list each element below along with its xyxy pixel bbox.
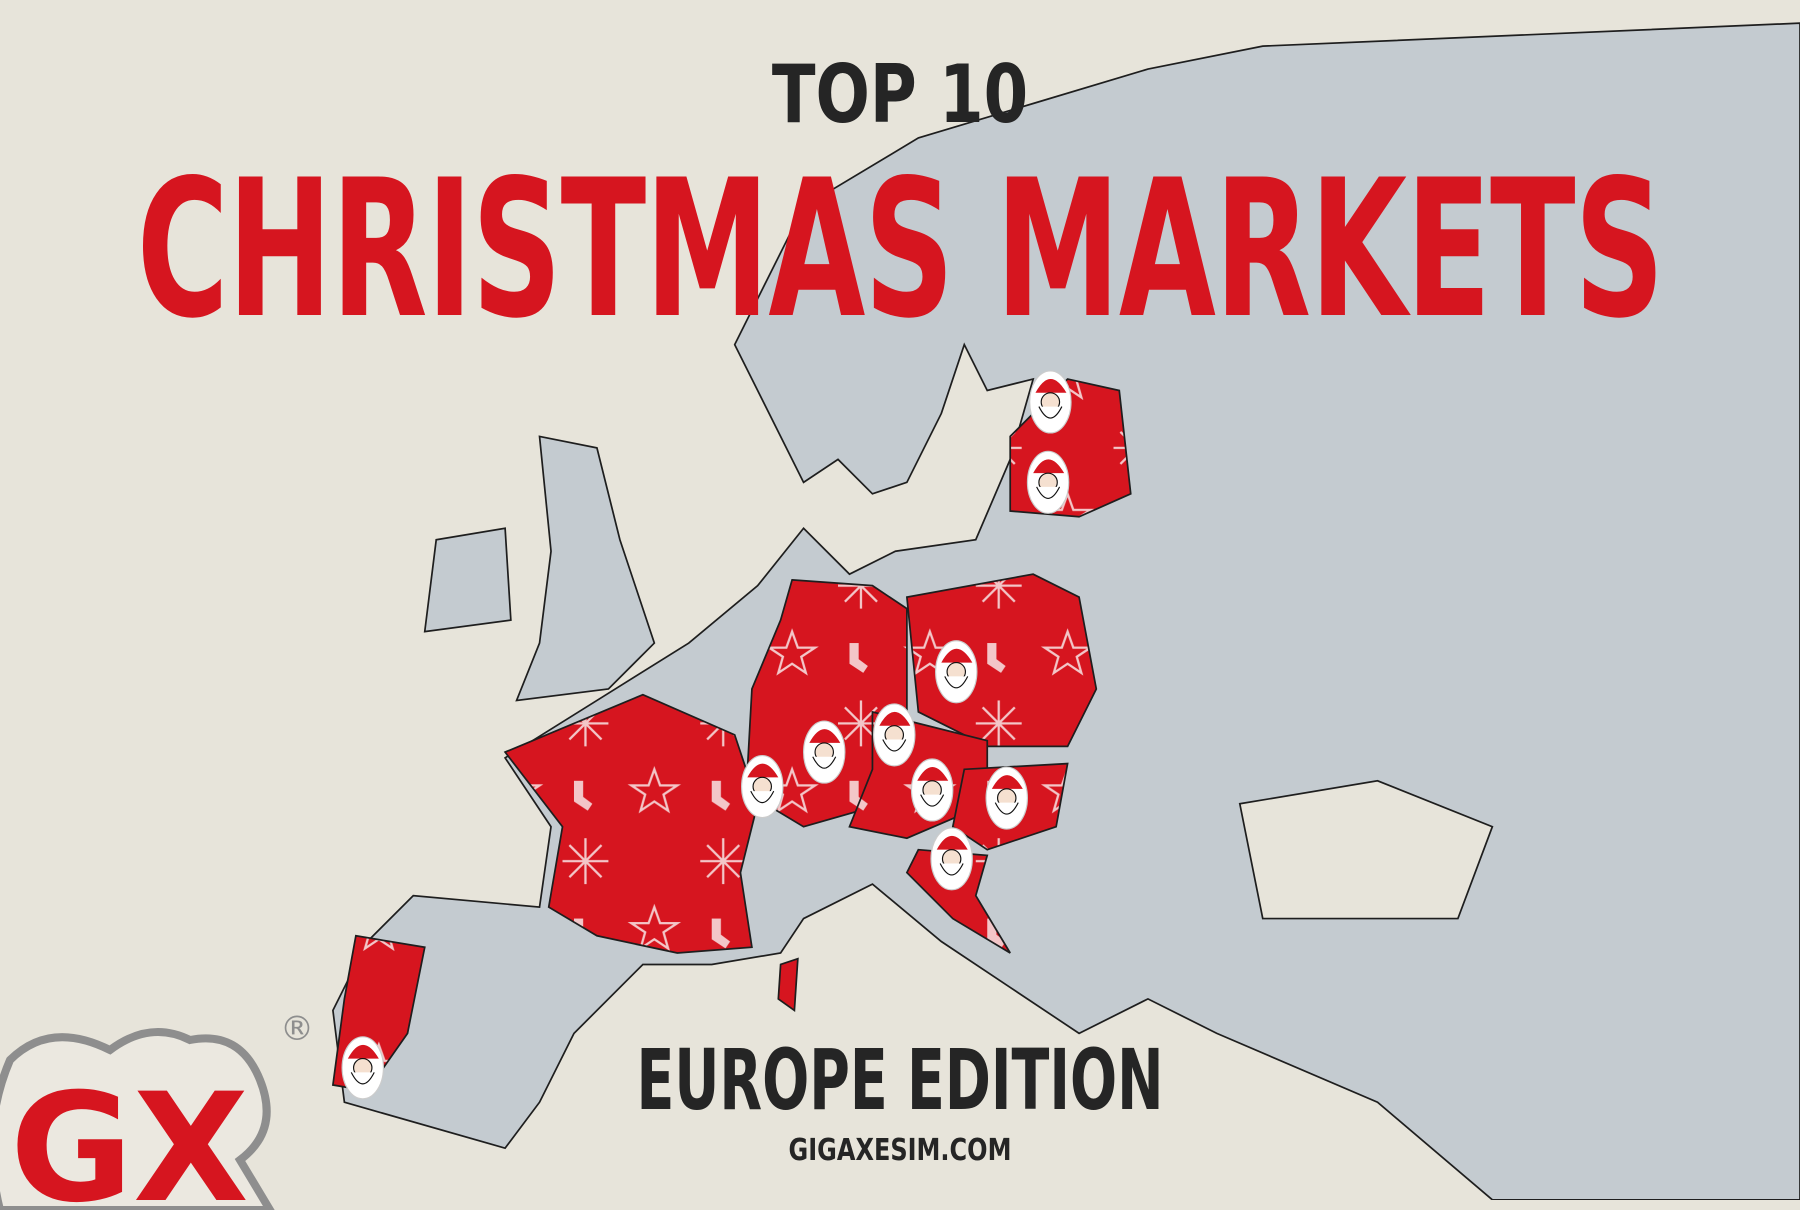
santa-icon [802,720,846,784]
gx-logo: GX ® [0,1009,310,1210]
santa-icon [1029,370,1072,434]
website-link: GIGAXESIM.COM [788,1133,1012,1168]
page-title: CHRISTMAS MARKETS [136,139,1665,360]
registered-mark: ® [280,1009,310,1049]
top-label: TOP 10 [771,48,1029,141]
santa-icon [1026,450,1070,514]
poland [905,573,1098,748]
santa-icon [341,1036,384,1100]
croatia [905,848,1011,954]
france [503,693,759,954]
santa-icon [930,827,973,891]
corsica [777,957,799,1012]
highlighted-countries [331,378,1132,1092]
logo-text: GX [10,1062,249,1210]
santa-icon [910,758,954,822]
santa-icon [935,640,978,704]
edition-subtitle: EUROPE EDITION [636,1031,1164,1129]
markers [341,370,1072,1100]
santa-icon [741,754,784,819]
santa-icon [873,703,916,767]
santa-icon [985,766,1028,830]
